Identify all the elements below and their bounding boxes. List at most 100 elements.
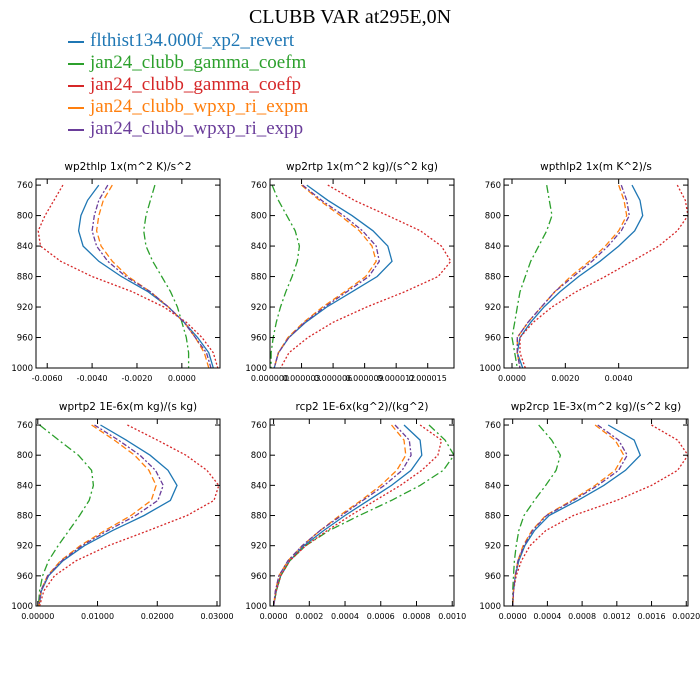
y-tick-label: 800 bbox=[485, 212, 501, 222]
x-tick-label: 0.03000 bbox=[200, 612, 233, 621]
panel-title: wp2thlp 1x(m^2 K)/s^2 bbox=[64, 161, 191, 173]
y-tick-label: 960 bbox=[485, 334, 501, 344]
y-tick-label: 920 bbox=[485, 303, 501, 313]
x-tick-label: 0.00000 bbox=[21, 612, 54, 621]
y-tick-label: 880 bbox=[485, 512, 501, 522]
series-line bbox=[516, 184, 644, 368]
x-tick-label: 0.000006 bbox=[314, 374, 352, 383]
chart-panel: rcp2 1E-6x(kg^2)/(kg^2) 1000 960 920 880 840 8… bbox=[245, 401, 466, 621]
legend-swatch bbox=[68, 107, 84, 109]
x-tick-label: 0.0040 bbox=[605, 374, 633, 383]
plot-frame bbox=[269, 418, 455, 607]
y-tick-label: 920 bbox=[251, 303, 267, 313]
y-tick-label: 880 bbox=[17, 512, 33, 522]
y-tick-label: 760 bbox=[17, 181, 33, 191]
y-tick-label: 880 bbox=[485, 273, 501, 283]
y-tick-label: 800 bbox=[251, 212, 267, 222]
chart-panel: wpthlp2 1x(m K^2)/s 1000 960 920 880 840 800 76… bbox=[479, 161, 689, 383]
y-tick-label: 960 bbox=[485, 572, 501, 582]
series-line bbox=[38, 424, 220, 606]
series-line bbox=[37, 424, 95, 606]
chart-panel: wprtp2 1E-6x(m kg)/(s kg) 1000 960 920 880 84… bbox=[11, 401, 233, 621]
series-line bbox=[511, 184, 553, 368]
y-tick-label: 960 bbox=[17, 334, 33, 344]
x-tick-label: 0.000012 bbox=[377, 374, 415, 383]
plot-frame bbox=[503, 178, 689, 369]
y-tick-label: 880 bbox=[17, 273, 33, 283]
y-tick-label: 920 bbox=[17, 303, 33, 313]
y-tick-label: 960 bbox=[17, 572, 33, 582]
x-tick-label: 0.01000 bbox=[81, 612, 114, 621]
legend-label: jan24_clubb_gamma_coefp bbox=[90, 74, 302, 95]
chart-panel: wp2thlp 1x(m^2 K)/s^2 1000 960 920 880 840 800… bbox=[11, 161, 221, 383]
y-tick-label: 760 bbox=[251, 421, 267, 431]
series-line bbox=[512, 424, 642, 606]
y-tick-label: 1000 bbox=[11, 364, 33, 374]
x-tick-label: 0.0000 bbox=[260, 612, 288, 621]
x-tick-label: 0.0000 bbox=[498, 374, 526, 383]
y-tick-label: 800 bbox=[251, 451, 267, 461]
series-line bbox=[143, 184, 190, 368]
plot-frame bbox=[35, 418, 221, 607]
series-line bbox=[38, 424, 157, 606]
x-tick-label: 0.0020 bbox=[672, 612, 700, 621]
x-tick-label: 0.0000 bbox=[499, 612, 527, 621]
y-tick-label: 800 bbox=[17, 212, 33, 222]
legend-swatch bbox=[68, 63, 84, 65]
x-tick-label: 0.000000 bbox=[251, 374, 289, 383]
x-tick-label: 0.000009 bbox=[346, 374, 384, 383]
y-tick-label: 1000 bbox=[245, 364, 267, 374]
series-line bbox=[516, 184, 628, 368]
x-tick-label: -0.0020 bbox=[122, 374, 153, 383]
x-tick-label: 0.02000 bbox=[141, 612, 174, 621]
legend-label: jan24_clubb_wpxp_ri_expp bbox=[90, 118, 304, 139]
series-line bbox=[512, 424, 625, 606]
y-tick-label: 840 bbox=[251, 481, 267, 491]
series-line bbox=[38, 424, 178, 606]
x-tick-label: 0.0006 bbox=[367, 612, 395, 621]
series-line bbox=[272, 424, 407, 606]
y-tick-label: 880 bbox=[251, 273, 267, 283]
series-line bbox=[512, 424, 628, 606]
x-tick-label: -0.0040 bbox=[77, 374, 108, 383]
series-line bbox=[516, 184, 630, 368]
series-line bbox=[512, 424, 562, 606]
x-tick-label: 0.0008 bbox=[568, 612, 596, 621]
x-tick-label: 0.0000 bbox=[168, 374, 196, 383]
y-tick-label: 1000 bbox=[245, 602, 267, 612]
legend-label: jan24_clubb_wpxp_ri_expm bbox=[90, 96, 309, 117]
y-tick-label: 1000 bbox=[479, 364, 501, 374]
y-tick-label: 760 bbox=[485, 421, 501, 431]
figure-title: CLUBB VAR at295E,0N bbox=[248, 6, 452, 28]
series-line bbox=[38, 424, 164, 606]
panel-title: wpthlp2 1x(m K^2)/s bbox=[540, 161, 652, 173]
y-tick-label: 760 bbox=[485, 181, 501, 191]
series-line bbox=[519, 184, 688, 368]
y-tick-label: 760 bbox=[17, 421, 33, 431]
y-tick-label: 840 bbox=[251, 242, 267, 252]
x-tick-label: 0.0004 bbox=[533, 612, 561, 621]
y-tick-label: 800 bbox=[485, 451, 501, 461]
panel-title: wprtp2 1E-6x(m kg)/(s kg) bbox=[59, 401, 197, 413]
y-tick-label: 920 bbox=[485, 542, 501, 552]
series-line bbox=[77, 184, 214, 368]
x-tick-label: 0.0016 bbox=[638, 612, 666, 621]
y-tick-label: 840 bbox=[17, 242, 33, 252]
series-line bbox=[91, 184, 212, 368]
y-tick-label: 840 bbox=[17, 481, 33, 491]
series-line bbox=[272, 424, 443, 606]
series-line bbox=[95, 184, 210, 368]
y-tick-label: 960 bbox=[251, 334, 267, 344]
x-tick-label: 0.0002 bbox=[295, 612, 323, 621]
x-tick-label: -0.0060 bbox=[32, 374, 63, 383]
x-tick-label: 0.0012 bbox=[603, 612, 631, 621]
x-tick-label: 0.000015 bbox=[409, 374, 447, 383]
y-tick-label: 1000 bbox=[479, 602, 501, 612]
series-line bbox=[272, 424, 412, 606]
legend-label: jan24_clubb_gamma_coefm bbox=[90, 52, 307, 73]
legend-swatch bbox=[68, 41, 84, 43]
series-line bbox=[512, 424, 688, 606]
x-tick-label: 0.000003 bbox=[282, 374, 320, 383]
